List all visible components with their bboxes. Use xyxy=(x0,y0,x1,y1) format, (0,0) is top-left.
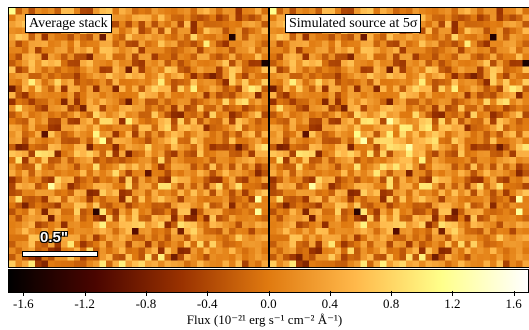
colorbar-tick-label: -0.4 xyxy=(196,296,218,311)
average-stack-image xyxy=(9,8,268,267)
colorbar-tick-label: -1.2 xyxy=(74,296,95,311)
colorbar-tick-label: 1.2 xyxy=(444,296,461,311)
colorbar-tick xyxy=(23,291,25,296)
scale-bar xyxy=(22,251,98,257)
colorbar-tick xyxy=(145,291,147,296)
colorbar-tick xyxy=(207,291,209,296)
colorbar-tick xyxy=(329,291,331,296)
colorbar-tick-label: -1.6 xyxy=(13,296,34,311)
colorbar-tick xyxy=(391,291,393,296)
average-stack-label: Average stack xyxy=(25,14,112,33)
colorbar-tick-label: 1.6 xyxy=(505,296,522,311)
colorbar-tick-label: 0.0 xyxy=(260,296,277,311)
colorbar-tick-label: 0.8 xyxy=(382,296,400,311)
colorbar xyxy=(8,269,529,293)
colorbar-tick-label: -0.8 xyxy=(135,296,157,311)
colorbar-tick xyxy=(84,291,86,296)
colorbar-tick xyxy=(268,291,270,296)
colorbar-gradient xyxy=(9,270,528,292)
colorbar-tick xyxy=(513,291,515,296)
colorbar-axis-label: Flux (10⁻²¹ erg s⁻¹ cm⁻² Å⁻¹) xyxy=(186,312,343,327)
colorbar-tick xyxy=(452,291,454,296)
simulated-source-label: Simulated source at 5σ xyxy=(285,14,422,33)
simulated-source-image xyxy=(270,8,529,267)
simulated-source-panel xyxy=(269,7,529,268)
scale-bar-label: 0.5" xyxy=(40,229,68,246)
colorbar-tick-label: 0.4 xyxy=(321,296,338,311)
colorbar-ticks xyxy=(8,291,529,297)
average-stack-panel xyxy=(8,7,269,268)
